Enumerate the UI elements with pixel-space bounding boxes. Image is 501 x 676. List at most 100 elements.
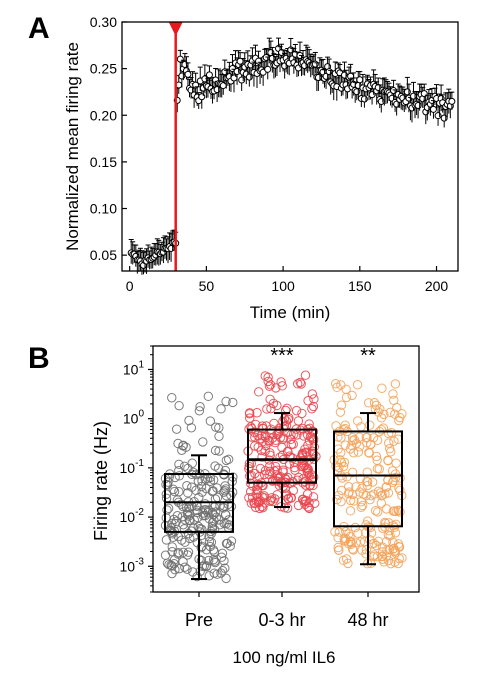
data-point	[390, 528, 401, 538]
data-point	[395, 485, 405, 496]
data-point	[271, 476, 281, 486]
data-point	[252, 485, 263, 496]
data-point	[364, 448, 375, 458]
data-point	[338, 555, 349, 566]
data-point	[200, 510, 211, 521]
data-point	[297, 448, 308, 458]
data-point	[337, 473, 347, 483]
data-point	[283, 414, 294, 425]
y-tick-label: 0.05	[90, 247, 117, 263]
data-point	[255, 496, 266, 506]
data-point	[161, 489, 172, 499]
data-point	[389, 522, 400, 533]
data-point	[255, 463, 266, 474]
category-label: Pre	[185, 610, 213, 630]
data-point	[386, 558, 396, 569]
data-point	[300, 480, 311, 490]
data-point	[331, 461, 341, 471]
data-point	[375, 404, 385, 414]
data-point	[207, 518, 218, 528]
data-point	[278, 433, 289, 443]
panel-b-x-axis-label: 100 ng/ml IL6	[232, 648, 335, 667]
data-point	[196, 481, 207, 492]
data-point	[353, 528, 363, 538]
data-point	[340, 535, 351, 546]
data-point	[325, 68, 333, 76]
y-tick-label: 100	[123, 409, 145, 427]
data-point	[264, 381, 275, 391]
data-point	[167, 393, 177, 403]
data-point	[293, 416, 304, 426]
data-point	[372, 455, 382, 465]
data-point	[336, 447, 346, 458]
data-point	[410, 92, 418, 100]
data-point	[161, 535, 172, 545]
data-point	[362, 480, 373, 491]
data-point	[341, 392, 352, 403]
data-point	[221, 455, 232, 466]
data-point	[204, 536, 215, 547]
data-point	[179, 461, 190, 472]
data-point	[238, 76, 246, 84]
data-point	[263, 376, 273, 387]
data-point	[277, 381, 287, 391]
data-point	[196, 555, 207, 566]
data-point	[215, 519, 225, 530]
data-point	[260, 371, 270, 381]
significance-label: ***	[270, 345, 294, 367]
data-point	[354, 442, 365, 452]
data-point	[193, 476, 204, 486]
box	[333, 430, 403, 528]
data-point	[249, 498, 259, 508]
data-point	[252, 408, 262, 418]
data-point	[345, 506, 356, 516]
data-point	[340, 420, 350, 430]
data-point	[336, 380, 346, 390]
data-point	[221, 573, 231, 584]
data-point	[311, 60, 319, 68]
data-point	[355, 537, 366, 547]
data-point	[293, 379, 303, 389]
panel-letter-b: B	[28, 342, 50, 375]
panel-b-category-ticks: Pre 0-3 hr 48 hr	[185, 592, 389, 630]
panel-b-y-axis-label: Firing rate (Hz)	[91, 421, 111, 541]
x-tick-label: 0	[126, 278, 134, 294]
y-tick-label: 101	[123, 359, 145, 377]
data-point	[214, 431, 224, 441]
data-point	[365, 494, 375, 505]
data-point	[331, 421, 341, 431]
data-point	[309, 394, 319, 404]
data-point	[167, 568, 177, 579]
data-point	[187, 482, 197, 492]
panel-b-boxplots: *** **	[164, 345, 403, 581]
data-point	[195, 402, 205, 412]
data-point	[390, 409, 400, 419]
data-point	[161, 513, 171, 523]
data-point	[221, 396, 231, 407]
data-point	[388, 389, 398, 399]
data-point	[361, 545, 372, 555]
data-point	[297, 408, 307, 419]
data-point	[391, 458, 401, 468]
data-point	[341, 384, 351, 395]
data-point	[252, 479, 263, 489]
data-point	[164, 560, 174, 570]
data-point	[339, 425, 349, 435]
data-point	[205, 71, 213, 79]
data-point	[214, 515, 224, 525]
data-point	[369, 550, 379, 560]
data-point	[167, 546, 177, 557]
data-point	[167, 244, 175, 252]
data-point	[223, 454, 234, 465]
data-point	[380, 489, 390, 499]
data-point	[308, 401, 319, 412]
significance-label: **	[360, 345, 376, 367]
panel-a-y-axis-label: Normalized mean firing rate	[63, 42, 82, 251]
data-point	[307, 389, 318, 399]
data-point	[167, 529, 178, 539]
data-point	[303, 396, 313, 406]
data-point	[180, 562, 190, 572]
data-point	[366, 490, 376, 501]
data-point	[168, 532, 178, 542]
data-point	[367, 477, 378, 487]
